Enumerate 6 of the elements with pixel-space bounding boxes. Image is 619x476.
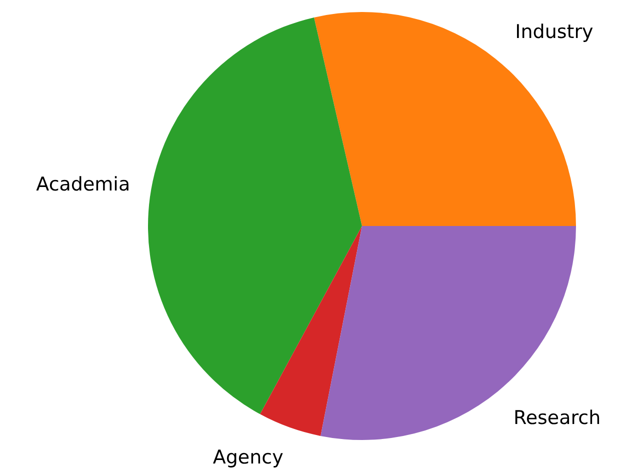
- slice-label: Industry: [515, 20, 594, 43]
- pie-slice: [260, 226, 362, 436]
- slice-label: Agency: [212, 446, 284, 468]
- slice-label: Research: [514, 406, 601, 429]
- slice-label: Academia: [36, 173, 130, 196]
- pie-slice: [148, 17, 362, 414]
